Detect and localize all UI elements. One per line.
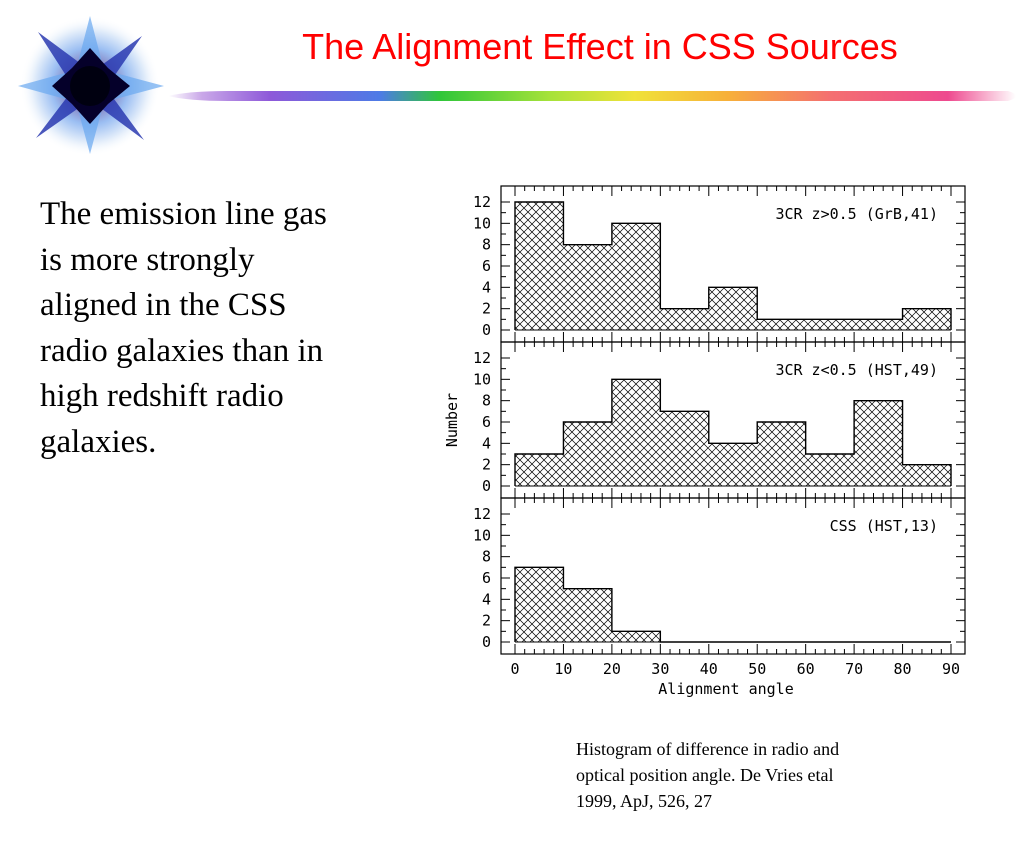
histogram-bar	[902, 308, 951, 330]
figure-caption: Histogram of difference in radio and opt…	[576, 736, 936, 814]
histogram-bar	[854, 319, 903, 330]
y-tick-label: 4	[482, 278, 491, 296]
x-tick-label: 60	[797, 660, 815, 678]
x-tick-label: 90	[942, 660, 960, 678]
histogram-panel: 0 2 4 6 8 10 12 3CR z>0.5 (GrB,41)	[473, 185, 966, 343]
histogram-bar	[563, 588, 612, 642]
slide-title: The Alignment Effect in CSS Sources	[302, 26, 898, 67]
histogram-bar	[563, 422, 612, 486]
alignment-histogram: 0 2 4 6 8 10 12 3CR z>0.5 (GrB,41) 0 2 4 6 8 10 12 3CR …	[443, 185, 966, 698]
y-tick-label: 2	[482, 456, 491, 474]
body-line: galaxies.	[40, 423, 157, 460]
y-tick-label: 8	[482, 548, 491, 566]
y-tick-label: 10	[473, 526, 491, 544]
y-tick-label: 0	[482, 633, 491, 651]
body-line: The emission line gas	[40, 196, 327, 232]
histogram-bar	[515, 567, 564, 642]
panel-label: 3CR z>0.5 (GrB,41)	[775, 205, 938, 223]
x-tick-label: 30	[651, 660, 669, 678]
histogram-bar	[805, 319, 855, 330]
histogram-bar	[854, 400, 903, 486]
body-text: The emission line gas is more strongly a…	[40, 192, 420, 465]
panel-label: 3CR z<0.5 (HST,49)	[775, 361, 938, 379]
panel-label: CSS (HST,13)	[830, 517, 938, 535]
y-tick-label: 6	[482, 257, 491, 275]
y-tick-label: 0	[482, 477, 491, 495]
histogram-bar	[708, 287, 758, 330]
y-tick-label: 10	[473, 370, 491, 388]
histogram-bar	[515, 454, 564, 486]
x-axis-label: Alignment angle	[658, 680, 793, 698]
histogram-bar	[660, 308, 709, 330]
histogram-bar	[708, 443, 758, 486]
rainbow-divider	[168, 91, 1016, 101]
y-tick-label: 12	[473, 505, 491, 523]
y-tick-label: 6	[482, 413, 491, 431]
y-tick-label: 10	[473, 214, 491, 232]
y-tick-label: 2	[482, 300, 491, 318]
caption-line: 1999, ApJ, 526, 27	[576, 791, 713, 811]
y-tick-label: 2	[482, 612, 491, 630]
y-tick-label: 4	[482, 434, 491, 452]
body-line: radio galaxies than in	[40, 332, 324, 369]
y-tick-label: 6	[482, 569, 491, 587]
body-line: aligned in the CSS	[40, 287, 287, 323]
caption-line: optical position angle. De Vries etal	[576, 765, 834, 785]
histogram-panel: 0 2 4 6 8 10 12 CSS (HST,13)	[473, 497, 966, 655]
x-tick-label: 70	[845, 660, 863, 678]
histogram-bar	[611, 379, 661, 486]
y-tick-label: 4	[482, 590, 491, 608]
histogram-bar	[611, 631, 661, 642]
histogram-bar	[515, 202, 564, 330]
x-tick-label: 10	[554, 660, 572, 678]
x-tick-label: 40	[700, 660, 718, 678]
y-tick-label: 0	[482, 321, 491, 339]
histogram-outline	[514, 201, 952, 330]
y-tick-label: 8	[482, 236, 491, 254]
histogram-panel: 0 2 4 6 8 10 12 3CR z<0.5 (HST,49)	[473, 341, 966, 499]
histogram-bar	[757, 422, 806, 486]
histogram-bar	[805, 454, 855, 486]
body-line: is more strongly	[40, 241, 255, 278]
y-tick-label: 8	[482, 392, 491, 410]
x-tick-label: 80	[894, 660, 912, 678]
panel-frame	[500, 497, 966, 655]
y-tick-label: 12	[473, 349, 491, 367]
x-tick-label: 0	[510, 660, 519, 678]
caption-line: Histogram of difference in radio and	[576, 739, 840, 759]
body-line: high redshift radio	[40, 378, 284, 414]
x-tick-label: 50	[748, 660, 766, 678]
starburst-logo	[18, 16, 164, 156]
histogram-bar	[660, 411, 709, 486]
y-tick-label: 12	[473, 193, 491, 211]
x-tick-label: 20	[603, 660, 621, 678]
histogram-bar	[902, 464, 951, 486]
y-axis-label: Number	[443, 393, 461, 447]
histogram-outline	[514, 378, 952, 486]
histogram-bar	[757, 319, 806, 330]
histogram-bar	[563, 244, 612, 330]
histogram-bar	[611, 223, 661, 330]
